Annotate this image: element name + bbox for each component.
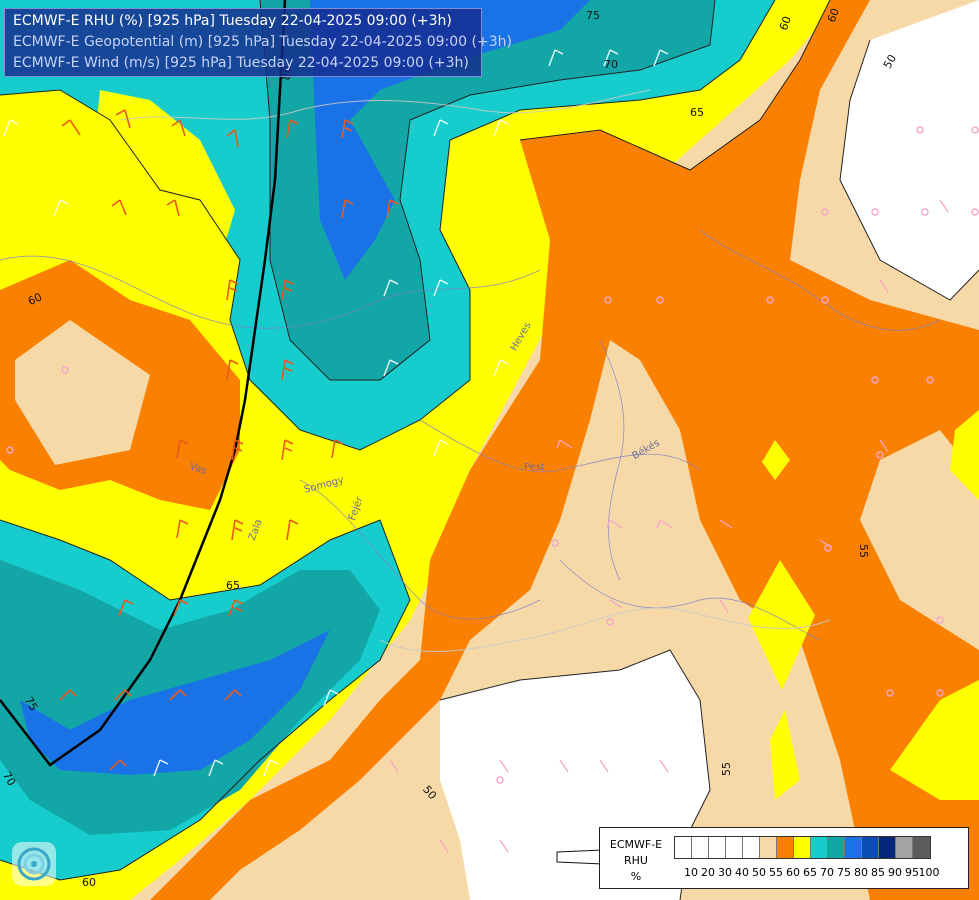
rh-60-65-diamond-4 — [890, 680, 979, 800]
legend-swatch — [896, 837, 913, 858]
legend-tick: 55 — [769, 866, 783, 879]
legend-swatch — [879, 837, 896, 858]
legend-swatch — [760, 837, 777, 858]
legend-tick: 50 — [752, 866, 766, 879]
legend-tick: 85 — [871, 866, 885, 879]
legend-swatch — [862, 837, 879, 858]
legend-swatch — [692, 837, 709, 858]
contour-label: 60 — [825, 7, 842, 25]
legend-swatch — [913, 837, 930, 858]
rh-60-65-diamond-3 — [770, 710, 800, 800]
legend-swatch — [726, 837, 743, 858]
legend-swatch — [811, 837, 828, 858]
legend-swatch — [709, 837, 726, 858]
rhu-legend: ECMWF-E RHU % 10 20 30 40 50 55 60 65 70 75 80 85 90… — [599, 827, 969, 889]
wind-barbs-pink — [389, 199, 949, 853]
geopotential-line — [0, 0, 287, 767]
wind-barbs-white — [3, 49, 669, 777]
rh-60-65-blob-west — [90, 90, 235, 270]
rh-below-50-area-ne — [840, 0, 979, 300]
map-title-geopotential: ECMWF-E Geopotential (m) [925 hPa] Tuesd… — [13, 34, 512, 50]
contour-label: 60 — [777, 15, 794, 33]
legend-tick: 100 — [918, 866, 940, 879]
contour-label: 75 — [22, 695, 40, 714]
rh-50-55-blob-west — [15, 320, 150, 465]
legend-swatch — [845, 837, 862, 858]
contour-label: 70 — [0, 770, 18, 789]
rh-55-60-area-east — [420, 0, 979, 900]
place-label: Pest — [524, 462, 545, 473]
rh-60-65-diamond-5 — [950, 410, 979, 500]
map-title-wind: ECMWF-E Wind (m/s) [925 hPa] Tuesday 22-… — [13, 55, 469, 71]
legend-tick: 90 — [888, 866, 902, 879]
legend-model: ECMWF-E — [609, 838, 663, 851]
contour-label: 50 — [881, 52, 899, 71]
legend-pointer — [556, 849, 604, 865]
contour-label: 60 — [26, 290, 44, 308]
legend-tick: 75 — [837, 866, 851, 879]
legend-swatch — [777, 837, 794, 858]
legend-tick: 30 — [718, 866, 732, 879]
wind-barbs-orange — [59, 109, 399, 771]
contour-label: 65 — [226, 579, 240, 592]
legend-swatch — [743, 837, 760, 858]
contour-label: 65 — [690, 106, 704, 119]
rh-75-80-area-south — [20, 630, 330, 775]
contour-label-group: 75 70 65 60 60 50 65 60 55 55 50 70 75 8… — [0, 7, 899, 889]
legend-swatches — [674, 836, 931, 859]
legend-tick: 95 — [905, 866, 919, 879]
legend-swatch — [675, 837, 692, 858]
contour-label: 70 — [604, 58, 618, 71]
contour-label: 55 — [720, 762, 733, 776]
legend-swatch — [828, 837, 845, 858]
contour-label: 60 — [82, 876, 96, 889]
legend-unit: % — [630, 870, 642, 883]
legend-tick: 70 — [820, 866, 834, 879]
legend-variable: RHU — [624, 854, 648, 867]
ecmwf-logo-icon — [12, 842, 56, 886]
legend-tick: 10 — [684, 866, 698, 879]
rh-55-60-area-south — [150, 640, 470, 900]
legend-tick: 40 — [735, 866, 749, 879]
legend-swatch — [794, 837, 811, 858]
legend-title: ECMWF-E RHU % — [604, 837, 668, 885]
borders — [0, 229, 941, 641]
map-title-rhu: ECMWF-E RHU (%) [925 hPa] Tuesday 22-04-… — [13, 13, 452, 29]
legend-tick: 80 — [854, 866, 868, 879]
calm-markers — [6, 126, 979, 784]
contour-label: 75 — [586, 9, 600, 22]
country-border — [119, 89, 831, 652]
legend-tick: 60 — [786, 866, 800, 879]
legend-tick: 20 — [701, 866, 715, 879]
legend-tick: 65 — [803, 866, 817, 879]
contour-label: 55 — [857, 544, 870, 558]
rh-60-65-diamond-2 — [762, 440, 790, 480]
map-title-box: ECMWF-E RHU (%) [925 hPa] Tuesday 22-04-… — [4, 8, 512, 77]
legend-ticks: 10 20 30 40 50 55 60 65 70 75 80 85 90 95 100 — [674, 866, 974, 880]
rh-60-65-diamond-1 — [748, 560, 815, 690]
